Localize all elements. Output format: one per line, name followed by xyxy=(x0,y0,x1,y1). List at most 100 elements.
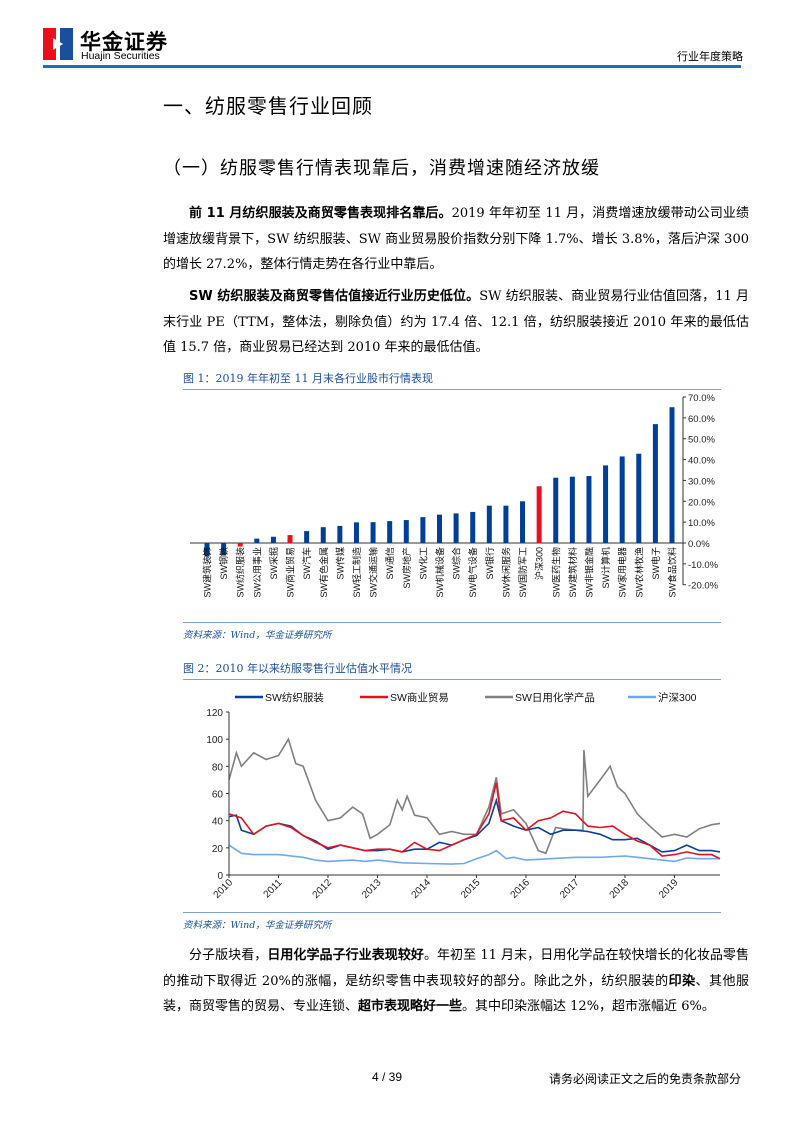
category-label: SW纺织服装 xyxy=(235,547,246,598)
bar xyxy=(636,453,642,543)
figure1-caption: 图 1：2019 年年初至 11 月末各行业股市行情表现 xyxy=(183,370,721,390)
category-label: SW建筑材料 xyxy=(567,547,578,598)
bar xyxy=(652,424,658,543)
bold-text: 超市表现略好一些 xyxy=(358,999,463,1014)
bar xyxy=(569,476,575,543)
bar xyxy=(586,476,592,543)
category-label: SW传媒 xyxy=(334,547,345,580)
bold-text: 印染 xyxy=(668,973,696,989)
y-tick-label: 60.0% xyxy=(688,414,715,425)
x-tick-label: 2012 xyxy=(311,877,335,901)
huajin-logo-icon xyxy=(43,28,73,60)
paragraph-1: 前 11 月纺织服装及商贸零售表现排名靠后。2019 年年初至 11 月，消费增… xyxy=(163,201,749,278)
category-label: SW有色金属 xyxy=(318,547,329,598)
category-label: SW建筑装饰 xyxy=(202,547,213,598)
category-label: SW商业贸易 xyxy=(285,547,296,598)
figure2-caption: 图 2：2010 年以来纺服零售行业估值水平情况 xyxy=(183,660,721,680)
bar xyxy=(470,511,476,543)
category-label: SW电气设备 xyxy=(467,547,478,598)
bar xyxy=(221,543,227,556)
valuation-line-chart: 0 20 40 60 80 100 120 2010 2011 2012 2013 2014 2015 2… xyxy=(206,691,721,901)
legend-label: 沪深300 xyxy=(658,691,697,704)
bar xyxy=(304,531,310,543)
y-tick-label: -10.0% xyxy=(688,560,719,571)
category-label: SW休闲服务 xyxy=(500,547,511,598)
paragraph-2: SW 纺织服装及商贸零售估值接近行业历史低位。SW 纺织服装、商业贸易行业估值回… xyxy=(163,284,749,361)
y-tick-label: 70.0% xyxy=(688,393,715,404)
y-tick-label: 20.0% xyxy=(688,497,715,508)
page-number: 4 / 39 xyxy=(372,1070,403,1084)
bar xyxy=(370,522,376,543)
category-label: SW钢铁 xyxy=(218,547,229,580)
bold-text: SW 纺织服装及商贸零售估值接近行业历史低位。 xyxy=(189,289,480,304)
bar xyxy=(520,501,526,543)
category-label: 沪深300 xyxy=(534,547,545,580)
bar xyxy=(287,535,293,543)
y-tick-label: 30.0% xyxy=(688,476,715,487)
bar xyxy=(270,536,276,543)
category-label: SW公用事业 xyxy=(251,547,262,598)
x-tick-label: 2014 xyxy=(410,877,434,901)
legend-label: SW纺织服装 xyxy=(265,691,324,704)
bar xyxy=(237,543,243,547)
bold-text: 前 11 月纺织服装及商贸零售表现排名靠后。 xyxy=(189,206,452,221)
industry-performance-bar-chart: 70.0% 60.0% 50.0% 40.0% 30.0% 20.0% 10.0% 0.0% -… xyxy=(190,393,719,598)
logo-name-cn: 华金证券 xyxy=(80,30,168,54)
category-label: SW综合 xyxy=(451,547,462,580)
y-tick-label: -20.0% xyxy=(688,581,719,592)
bar xyxy=(353,522,359,543)
bar xyxy=(387,521,393,543)
category-label: SW轻工制造 xyxy=(351,547,362,598)
y-tick-label: 40.0% xyxy=(688,456,715,467)
bar xyxy=(503,505,509,543)
category-label: SW房地产 xyxy=(401,547,412,589)
bar xyxy=(204,543,210,557)
category-label: SW电子 xyxy=(650,547,661,580)
x-tick-label: 2011 xyxy=(262,877,285,900)
category-label: SW农林牧渔 xyxy=(633,547,644,598)
section-title: 一、纺服零售行业回顾 xyxy=(163,94,373,118)
y-tick-label: 40 xyxy=(212,817,224,828)
y-tick-label: 0.0% xyxy=(688,539,710,550)
category-label: SW交通运输 xyxy=(368,547,379,598)
text-run: 、其他服装，商贸零售的贸易、专业连锁、 xyxy=(163,973,749,1015)
y-tick-label: 120 xyxy=(206,708,223,719)
y-tick-label: 20 xyxy=(212,844,224,855)
bar xyxy=(453,513,459,543)
bar xyxy=(536,486,542,543)
x-tick-label: 2015 xyxy=(459,877,483,901)
category-label: SW机械设备 xyxy=(434,547,445,598)
bold-text: 日用化学品子行业表现较好 xyxy=(267,948,424,963)
category-label: SW计算机 xyxy=(600,547,611,589)
category-label: SW国防军工 xyxy=(517,547,528,598)
bar xyxy=(254,538,260,543)
paragraph-3: 分子版块看，日用化学品子行业表现较好。年初至 11 月末，日用化学品在较快增长的… xyxy=(163,943,749,1020)
bar xyxy=(619,456,625,543)
x-tick-label: 2016 xyxy=(509,877,533,901)
bar xyxy=(337,525,343,543)
category-label: SW采掘 xyxy=(268,547,279,580)
category-label: SW医药生物 xyxy=(550,547,561,598)
y-tick-label: 80 xyxy=(212,762,224,773)
x-tick-label: 2018 xyxy=(608,877,632,901)
series-line-2 xyxy=(228,737,721,855)
x-tick-label: 2010 xyxy=(212,877,236,901)
legend-label: SW商业贸易 xyxy=(390,691,449,704)
bar xyxy=(486,505,492,543)
y-tick-label: 0 xyxy=(217,871,223,882)
bar xyxy=(669,407,675,543)
x-tick-label: 2019 xyxy=(657,877,681,901)
subsection-title: （一）纺服零售行情表现靠后，消费增速随经济放缓 xyxy=(163,158,600,179)
category-label: SW食品饮料 xyxy=(667,547,678,598)
text-run: 。其中印染涨幅达 12%，超市涨幅近 6%。 xyxy=(462,999,715,1014)
text-run: 分子版块看， xyxy=(189,948,268,963)
category-label: SW通信 xyxy=(384,547,395,580)
y-tick-label: 50.0% xyxy=(688,435,715,446)
x-tick-label: 2013 xyxy=(360,877,384,901)
bar xyxy=(603,465,609,543)
disclaimer-note: 请务必阅读正文之后的免责条款部分 xyxy=(548,1072,741,1086)
category-label: SW化工 xyxy=(417,547,428,580)
series-line-1 xyxy=(228,782,721,860)
category-label: SW汽车 xyxy=(301,547,312,580)
